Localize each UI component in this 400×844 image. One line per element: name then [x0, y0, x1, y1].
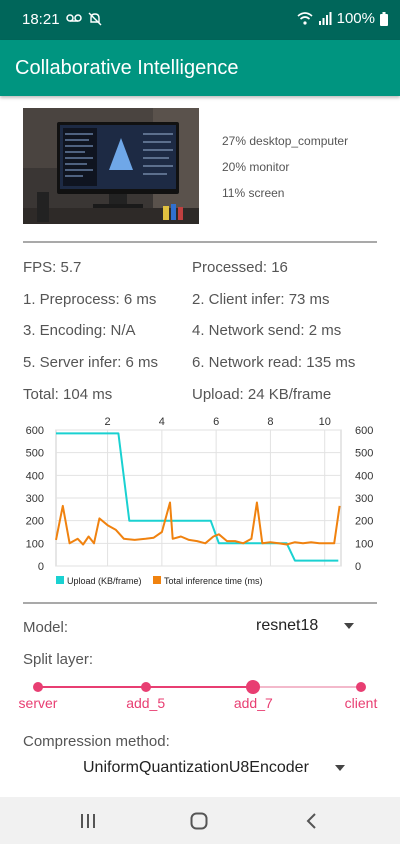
- compression-label: Compression method:: [23, 733, 170, 750]
- battery-icon: [380, 11, 388, 26]
- y-tick-label-left: 200: [26, 516, 44, 528]
- client-infer-stat: 2. Client infer: 73 ms: [192, 291, 330, 308]
- model-value: resnet18: [256, 617, 319, 634]
- network-read-stat: 6. Network read: 135 ms: [192, 354, 356, 371]
- legend-swatch-1: [56, 576, 64, 584]
- series-line-2: [55, 501, 341, 546]
- divider-top: [23, 241, 377, 243]
- slider-tick[interactable]: [140, 682, 151, 692]
- legend-swatch-2: [153, 576, 161, 584]
- total-stat: Total: 104 ms: [23, 386, 113, 403]
- x-tick-label: 4: [159, 416, 165, 428]
- prediction-3: 11% screen: [222, 186, 285, 200]
- status-bar: 18:21 100%: [0, 0, 400, 40]
- y-tick-label-left: 300: [26, 493, 44, 505]
- prediction-1: 27% desktop_computer: [222, 134, 349, 148]
- model-label: Model:: [23, 619, 69, 636]
- y-tick-label-left: 400: [26, 470, 44, 482]
- fps-stat: FPS: 5.7: [23, 259, 82, 276]
- model-dropdown[interactable]: resnet18: [256, 617, 355, 635]
- x-tick-label: 6: [213, 416, 219, 428]
- navigation-bar: [0, 797, 400, 844]
- x-tick-label: 2: [105, 416, 111, 428]
- legend-label-2: Total inference time (ms): [164, 576, 263, 586]
- split-option-add_7[interactable]: add_7: [233, 695, 273, 711]
- battery-percent: 100%: [336, 10, 375, 27]
- y-tick-label-right: 600: [355, 425, 373, 437]
- x-tick-label: 8: [267, 416, 273, 428]
- processed-stat: Processed: 16: [192, 259, 288, 276]
- encoding-stat: 3. Encoding: N/A: [23, 322, 136, 339]
- dropdown-arrow-icon: [334, 765, 345, 771]
- split-option-client[interactable]: client: [344, 695, 378, 711]
- status-time: 18:21: [22, 11, 60, 28]
- upload-stat: Upload: 24 KB/frame: [192, 386, 332, 403]
- series-line-1: [56, 432, 339, 562]
- recent-apps-icon[interactable]: [80, 813, 96, 829]
- network-send-stat: 4. Network send: 2 ms: [192, 322, 342, 339]
- slider-track: [38, 686, 361, 688]
- y-tick-label-left: 500: [26, 448, 44, 460]
- compression-dropdown[interactable]: UniformQuantizationU8Encoder: [83, 759, 345, 777]
- y-tick-label-right: 500: [355, 448, 373, 460]
- app-bar: Collaborative Intelligence: [0, 40, 400, 96]
- prediction-2: 20% monitor: [222, 160, 290, 174]
- split-option-server[interactable]: server: [18, 695, 58, 711]
- preprocess-stat: 1. Preprocess: 6 ms: [23, 291, 157, 308]
- server-infer-stat: 5. Server infer: 6 ms: [23, 354, 159, 371]
- y-tick-label-left: 600: [26, 425, 44, 437]
- compression-value: UniformQuantizationU8Encoder: [83, 759, 309, 776]
- y-tick-label-left: 100: [26, 538, 44, 550]
- y-tick-label-right: 100: [355, 538, 373, 550]
- y-tick-label-right: 300: [355, 493, 373, 505]
- voicemail-icon: [66, 14, 82, 22]
- app-title: Collaborative Intelligence: [15, 57, 239, 79]
- split-option-add_5[interactable]: add_5: [126, 695, 166, 711]
- split-layer-label: Split layer:: [23, 651, 94, 668]
- mute-bell-icon: [88, 12, 102, 26]
- y-tick-label-right: 400: [355, 470, 373, 482]
- y-tick-label-right: 200: [355, 516, 373, 528]
- signal-icon: [318, 12, 332, 25]
- home-icon[interactable]: [190, 812, 208, 830]
- divider-bottom: [23, 602, 377, 604]
- slider-thumb[interactable]: [246, 680, 261, 694]
- y-tick-label-right: 0: [355, 561, 361, 573]
- dropdown-arrow-icon: [344, 623, 355, 629]
- slider-tick[interactable]: [33, 682, 43, 692]
- back-icon[interactable]: [305, 812, 317, 830]
- slider-tick[interactable]: [356, 682, 366, 692]
- legend-label-1: Upload (KB/frame): [67, 576, 142, 586]
- x-tick-label: 10: [319, 416, 331, 428]
- wifi-icon: [297, 12, 313, 25]
- y-tick-label-left: 0: [38, 561, 44, 573]
- camera-preview-image: [23, 108, 199, 224]
